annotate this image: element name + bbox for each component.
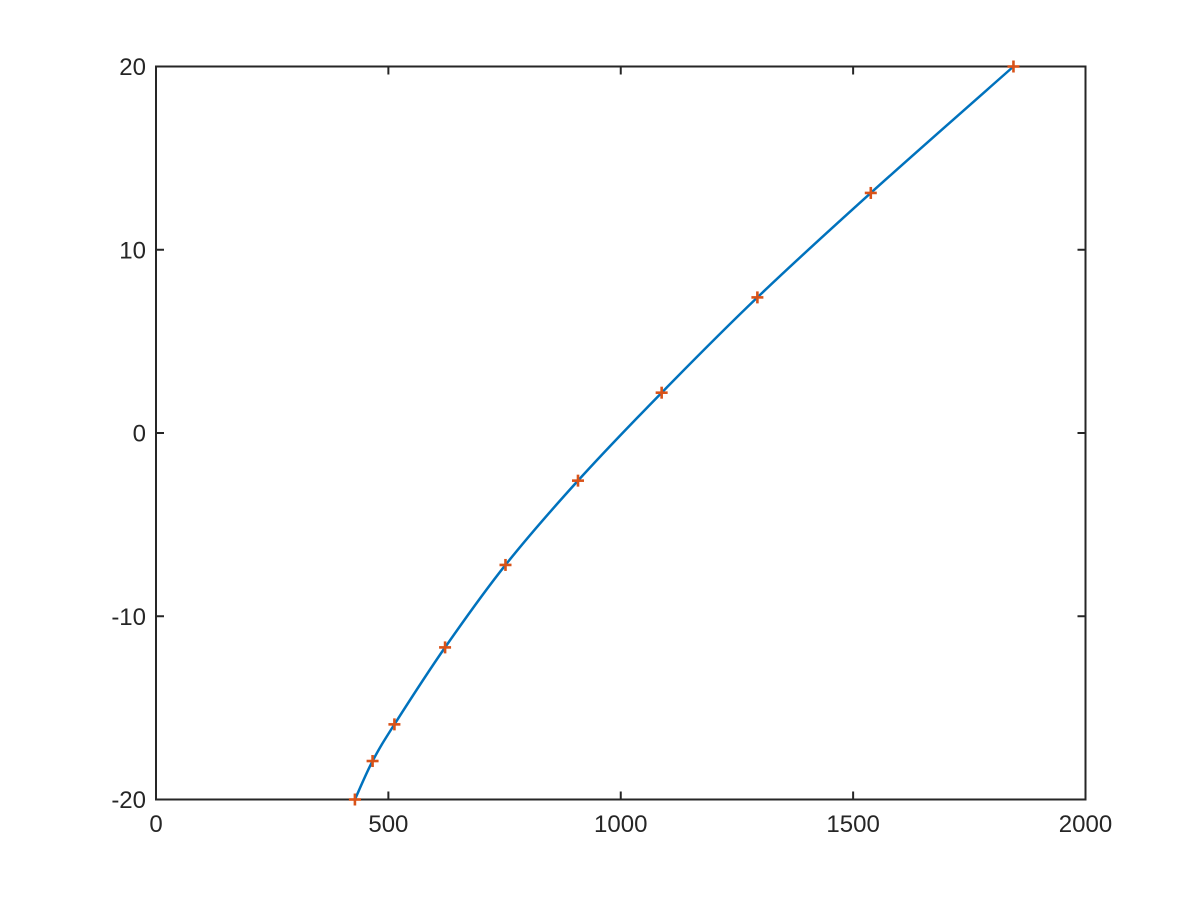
y-tick-label: -10 xyxy=(111,604,146,631)
x-tick-label: 1500 xyxy=(826,811,879,838)
y-tick-label: 0 xyxy=(133,421,146,448)
x-tick-label: 2000 xyxy=(1059,811,1112,838)
y-tick-label: 20 xyxy=(119,54,146,81)
axis-box xyxy=(155,65,1087,801)
y-tick-label: -20 xyxy=(111,787,146,814)
x-tick-label: 0 xyxy=(149,811,162,838)
y-tick-label: 10 xyxy=(119,237,146,264)
plot-area xyxy=(156,66,1086,800)
x-tick-label: 500 xyxy=(368,811,408,838)
x-tick-label: 1000 xyxy=(594,811,647,838)
